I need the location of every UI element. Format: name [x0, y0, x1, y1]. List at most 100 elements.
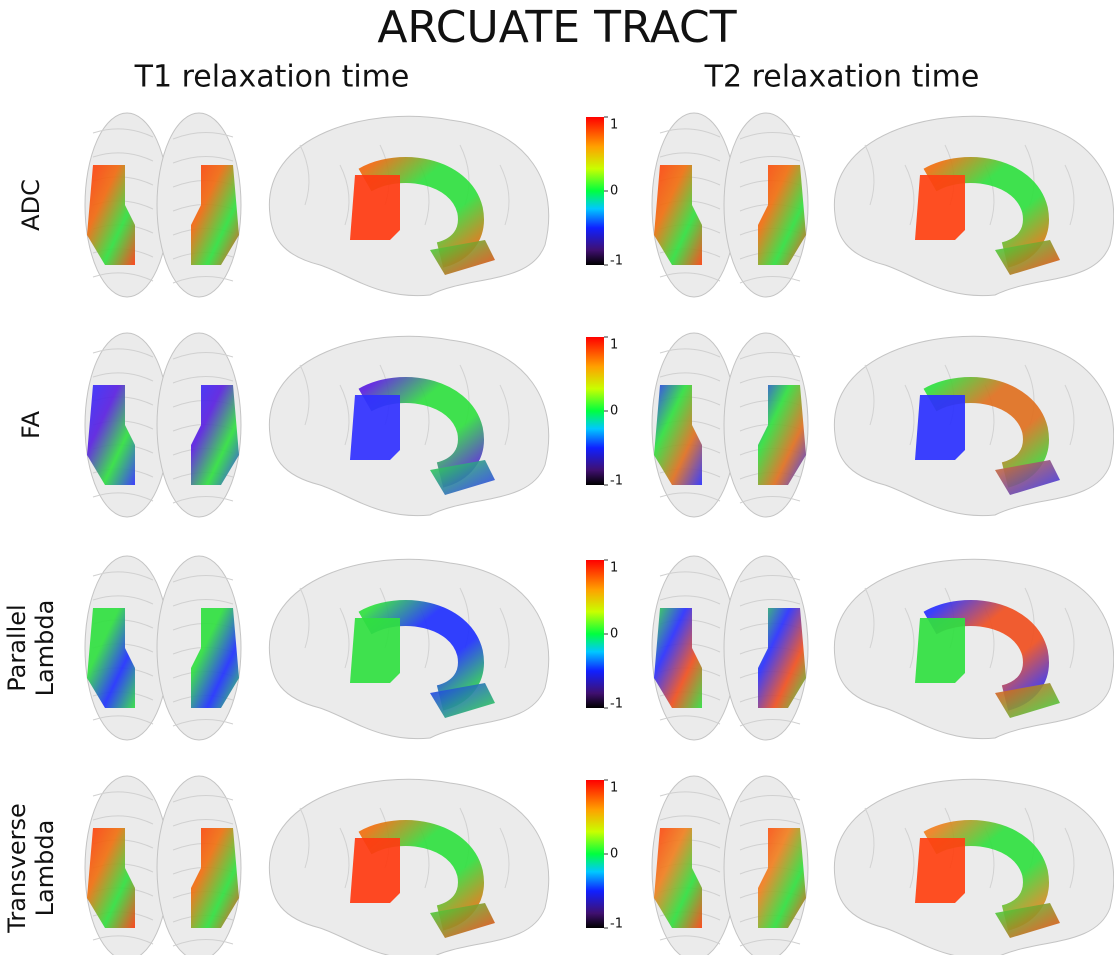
tract — [350, 618, 400, 683]
tract — [758, 385, 806, 485]
sulcus — [659, 272, 801, 284]
brain-outline — [833, 335, 1114, 517]
axial-brain — [651, 555, 809, 741]
sagittal-brain — [833, 115, 1114, 297]
sulcus — [904, 827, 915, 889]
tract — [87, 828, 135, 928]
tract — [430, 683, 495, 718]
tract — [758, 165, 806, 265]
colorbar-tick-label: 0 — [610, 184, 618, 199]
axial-brain — [84, 332, 242, 518]
sulcus — [92, 815, 234, 827]
tract — [654, 828, 702, 928]
colorbar-tick-label: 1 — [610, 118, 618, 133]
figure-title: ARCUATE TRACT — [377, 2, 736, 53]
sulcus — [499, 384, 510, 446]
sulcus — [659, 492, 801, 504]
sulcus — [92, 272, 234, 284]
tract — [915, 838, 965, 903]
tract — [915, 395, 965, 460]
tract — [191, 165, 239, 265]
row-label-line: Lambda — [31, 600, 59, 697]
sulcus — [92, 935, 234, 947]
colorbar-tick-label: 1 — [610, 781, 618, 796]
sulcus — [1064, 607, 1075, 669]
sulcus — [92, 595, 234, 607]
colorbar-tick-label: 1 — [610, 561, 618, 576]
sulcus — [499, 827, 510, 889]
brain-outline — [833, 115, 1114, 297]
sulcus — [659, 715, 801, 727]
sulcus — [499, 164, 510, 226]
tract — [654, 385, 702, 485]
sulcus — [659, 815, 801, 827]
sulcus — [659, 372, 801, 384]
axial-brain — [651, 332, 809, 518]
axial-brain — [651, 112, 809, 298]
tract — [995, 683, 1060, 718]
axial-brain — [84, 775, 242, 955]
sulcus — [299, 144, 310, 206]
tract — [191, 608, 239, 708]
sulcus — [659, 935, 801, 947]
tract — [915, 618, 965, 683]
tract — [430, 903, 495, 938]
axial-brain — [84, 555, 242, 741]
sulcus — [299, 807, 310, 869]
column-header: T2 relaxation time — [704, 60, 980, 95]
row-label-line: Transverse — [3, 803, 31, 934]
sulcus — [864, 364, 875, 426]
tract — [915, 175, 965, 240]
sulcus — [499, 607, 510, 669]
brain-outline — [833, 778, 1114, 955]
sulcus — [299, 587, 310, 649]
tract — [995, 240, 1060, 275]
sulcus — [92, 571, 234, 583]
tract — [191, 828, 239, 928]
sulcus — [339, 827, 350, 889]
tract — [654, 608, 702, 708]
row-label: ParallelLambda — [3, 600, 59, 697]
tract — [350, 838, 400, 903]
sulcus — [92, 372, 234, 384]
tract — [758, 828, 806, 928]
brain-outline — [268, 778, 550, 955]
sulcus — [92, 152, 234, 164]
sulcus — [299, 364, 310, 426]
sulcus — [904, 607, 915, 669]
row-label-line: FA — [17, 410, 45, 439]
tract — [654, 165, 702, 265]
axial-brain — [84, 112, 242, 298]
sulcus — [92, 791, 234, 803]
sulcus — [659, 152, 801, 164]
colorbar-tick-label: -1 — [610, 474, 623, 489]
colorbar-tick-label: 0 — [610, 404, 618, 419]
sulcus — [92, 348, 234, 360]
sulcus — [92, 715, 234, 727]
sagittal-brain — [833, 558, 1114, 740]
row-label-line: ADC — [17, 179, 45, 231]
colorbar-tick-label: 1 — [610, 338, 618, 353]
brain-outline — [268, 335, 550, 517]
sulcus — [864, 144, 875, 206]
colorbar-tick-label: 0 — [610, 627, 618, 642]
sulcus — [659, 348, 801, 360]
tract — [191, 385, 239, 485]
sulcus — [864, 587, 875, 649]
colorbar — [586, 117, 604, 265]
tract — [350, 395, 400, 460]
sagittal-brain — [833, 778, 1114, 955]
sulcus — [92, 492, 234, 504]
brain-outline — [268, 558, 550, 740]
sulcus — [1064, 827, 1075, 889]
tract — [430, 240, 495, 275]
sagittal-brain — [268, 558, 550, 740]
tract — [995, 460, 1060, 495]
sulcus — [659, 128, 801, 140]
sulcus — [659, 595, 801, 607]
sulcus — [864, 807, 875, 869]
sulcus — [92, 128, 234, 140]
colorbar — [586, 780, 604, 928]
tract — [87, 608, 135, 708]
colorbar-tick-label: 0 — [610, 847, 618, 862]
